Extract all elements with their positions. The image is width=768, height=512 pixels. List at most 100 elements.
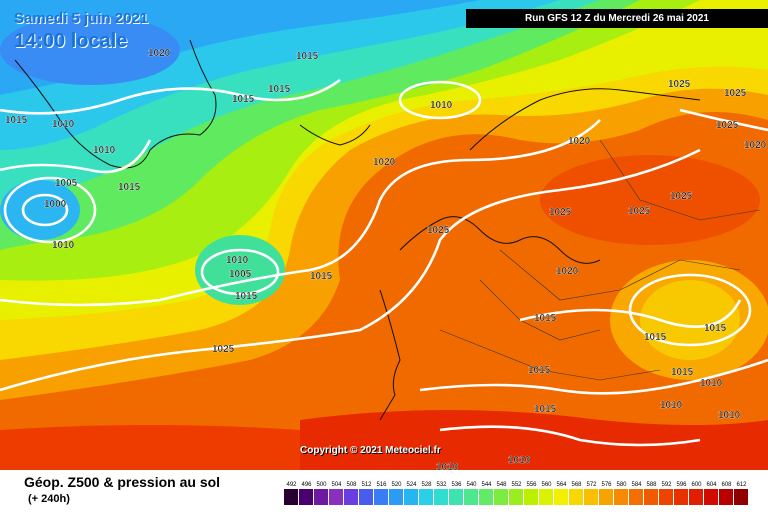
isobar-label: 1015 — [534, 313, 557, 324]
legend-swatch — [629, 489, 643, 505]
legend-value: 500 — [316, 482, 327, 488]
isobar-label: 1015 — [5, 115, 28, 126]
legend-swatch — [704, 489, 718, 505]
isobar-label: 1025 — [212, 344, 235, 355]
isobar-label: 1015 — [118, 182, 141, 193]
isobar-label: 1015 — [232, 94, 255, 105]
lead-time: (+ 240h) — [28, 493, 70, 505]
legend-value: 516 — [376, 482, 387, 488]
legend-value: 536 — [451, 482, 462, 488]
isobar-label: 1025 — [670, 191, 693, 202]
weather-map: 1020 1015 1015 1015 1015 1010 1010 1010 … — [0, 0, 768, 470]
isobar-label: 1010 — [430, 100, 453, 111]
legend-value: 540 — [466, 482, 477, 488]
legend-swatch — [734, 489, 748, 505]
isobar-label: 1015 — [704, 323, 727, 334]
isobars — [0, 78, 768, 447]
isobar-label: 1020 — [744, 140, 767, 151]
valid-date: Samedi 5 juin 2021 — [14, 10, 149, 27]
isobar-label: 1000 — [44, 199, 67, 210]
legend-value: 496 — [301, 482, 312, 488]
country-borders — [439, 139, 761, 381]
isobar-label: 1020 — [148, 48, 171, 59]
valid-time: 14:00 locale — [14, 30, 128, 52]
legend-swatch — [329, 489, 343, 505]
isobar-label: 1025 — [668, 79, 691, 90]
legend-swatch — [644, 489, 658, 505]
legend-value: 608 — [721, 482, 732, 488]
legend-swatch — [284, 489, 298, 505]
legend-value: 556 — [526, 482, 537, 488]
isobar-label: 1010 — [508, 455, 531, 466]
isobar-label: 1015 — [310, 271, 333, 282]
legend-value: 560 — [541, 482, 552, 488]
legend-swatch — [674, 489, 688, 505]
legend-value: 604 — [706, 482, 717, 488]
isobar-label: 1010 — [226, 255, 249, 266]
legend-value: 584 — [631, 482, 642, 488]
isobar-label: 1020 — [568, 136, 591, 147]
legend-swatch — [464, 489, 478, 505]
legend-value: 520 — [391, 482, 402, 488]
coastlines — [14, 39, 701, 421]
legend-swatch — [494, 489, 508, 505]
geopotential-field — [0, 0, 768, 470]
isobar-label: 1015 — [235, 291, 258, 302]
legend-swatch — [614, 489, 628, 505]
legend-value: 552 — [511, 482, 522, 488]
legend-value: 564 — [556, 482, 567, 488]
legend-swatch — [449, 489, 463, 505]
parameter-title: Géop. Z500 & pression au sol — [24, 474, 221, 490]
legend-value: 600 — [691, 482, 702, 488]
legend-swatch — [359, 489, 373, 505]
legend-swatch — [344, 489, 358, 505]
isobar-label: 1025 — [628, 206, 651, 217]
isobar-label: 1020 — [373, 157, 396, 168]
legend-value: 596 — [676, 482, 687, 488]
legend-swatch — [479, 489, 493, 505]
legend-value: 592 — [661, 482, 672, 488]
legend-value: 572 — [586, 482, 597, 488]
legend-value: 504 — [331, 482, 342, 488]
isobar-label: 1010 — [718, 410, 741, 421]
isobar-label: 1020 — [556, 266, 579, 277]
legend-swatch — [584, 489, 598, 505]
copyright-notice: Copyright © 2021 Meteociel.fr — [300, 445, 441, 456]
legend-swatch — [299, 489, 313, 505]
legend-value: 524 — [406, 482, 417, 488]
legend-swatch — [524, 489, 538, 505]
legend-swatch — [404, 489, 418, 505]
isobar-label: 1015 — [296, 51, 319, 62]
isobar-label: 1015 — [671, 367, 694, 378]
isobar-label: 1010 — [700, 378, 723, 389]
legend-value: 544 — [481, 482, 492, 488]
isobar-label: 1015 — [528, 365, 551, 376]
isobar-label: 1005 — [55, 178, 78, 189]
isobar-label: 1005 — [229, 269, 252, 280]
isobar-label-group: 1020 1015 1015 1015 1015 1010 1010 1010 … — [5, 48, 767, 470]
isobar-label: 1015 — [534, 404, 557, 415]
legend-swatch — [389, 489, 403, 505]
legend-value: 492 — [286, 482, 297, 488]
isobar-label: 1010 — [93, 145, 116, 156]
legend-swatch — [599, 489, 613, 505]
legend-value: 532 — [436, 482, 447, 488]
legend-swatch — [689, 489, 703, 505]
legend-swatch — [569, 489, 583, 505]
legend-swatch — [659, 489, 673, 505]
legend-swatch — [374, 489, 388, 505]
isobar-label: 1025 — [427, 225, 450, 236]
legend-value: 576 — [601, 482, 612, 488]
isobar-label: 1010 — [52, 119, 75, 130]
legend-swatch — [554, 489, 568, 505]
isobar-label: 1010 — [436, 462, 459, 470]
isobar-label: 1010 — [52, 240, 75, 251]
legend-swatch — [434, 489, 448, 505]
legend-value: 612 — [736, 482, 747, 488]
legend-swatch — [509, 489, 523, 505]
legend-swatch — [419, 489, 433, 505]
legend-value: 580 — [616, 482, 627, 488]
legend-swatch — [719, 489, 733, 505]
color-scale-legend: 492 496 500 504 508 512 516 520 524 528 532 536 540 5… — [284, 482, 748, 505]
legend-value: 528 — [421, 482, 432, 488]
